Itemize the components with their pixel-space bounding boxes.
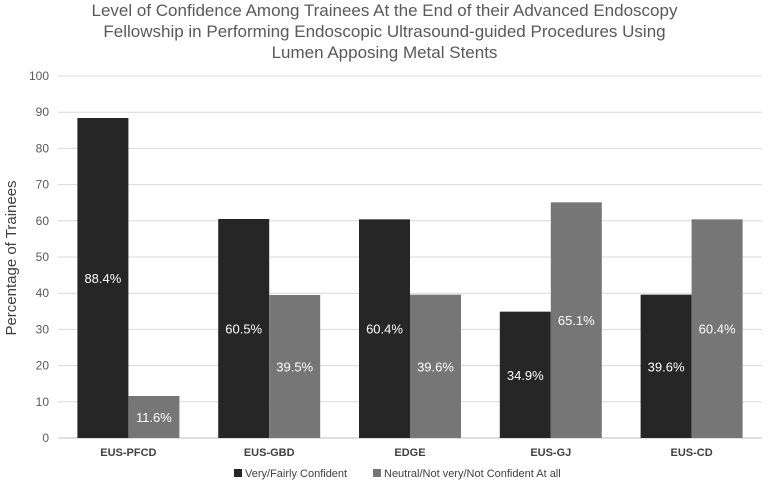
y-tick-label: 50 — [36, 250, 50, 264]
y-axis-label: Percentage of Trainees — [3, 180, 20, 335]
y-tick-label: 10 — [36, 395, 50, 409]
bar-data-label: 60.4% — [699, 322, 736, 337]
bar — [640, 294, 692, 438]
bar-data-label: 60.4% — [366, 322, 403, 337]
chart-title-line: Fellowship in Performing Endoscopic Ultr… — [103, 22, 666, 41]
legend-label: Very/Fairly Confident — [245, 468, 347, 480]
bar-data-label: 39.6% — [417, 359, 454, 374]
bar-data-label: 39.6% — [648, 359, 685, 374]
y-tick-label: 90 — [36, 105, 50, 119]
bar — [410, 294, 461, 438]
y-tick-label: 60 — [36, 214, 50, 228]
legend-swatch — [234, 469, 242, 477]
bar — [691, 219, 743, 438]
y-tick-label: 100 — [29, 69, 49, 83]
bar — [359, 219, 410, 438]
bar — [218, 218, 270, 438]
bar-data-label: 88.4% — [84, 271, 121, 286]
bar-data-label: 11.6% — [136, 410, 172, 425]
chart-title-line: Lumen Apposing Metal Stents — [271, 43, 498, 62]
legend-swatch — [373, 469, 381, 477]
chart-title: Level of Confidence Among Trainees At th… — [0, 0, 769, 63]
legend-item: Neutral/Not very/Not Confident At all — [373, 468, 561, 480]
x-axis-categories: EUS-PFCD EUS-GBD EDGE EUS-GJ EUS-CD — [100, 447, 712, 459]
legend-item: Very/Fairly Confident — [234, 468, 347, 480]
legend-label: Neutral/Not very/Not Confident At all — [384, 468, 561, 480]
bar-data-label: 39.5% — [276, 360, 313, 375]
y-tick-label: 40 — [36, 286, 50, 300]
bar-data-label: 34.9% — [507, 368, 544, 383]
bar-data-label: 60.5% — [225, 321, 262, 336]
bar — [269, 295, 321, 438]
bar — [499, 311, 551, 438]
chart-title-line: Level of Confidence Among Trainees At th… — [91, 1, 678, 20]
bar — [550, 202, 602, 438]
bar — [77, 117, 129, 438]
x-category-label: EDGE — [394, 447, 425, 459]
y-tick-label: 70 — [36, 178, 50, 192]
y-tick-label: 0 — [42, 431, 49, 445]
x-category-label: EUS-PFCD — [100, 447, 156, 459]
bar — [128, 396, 180, 438]
x-category-label: EUS-GJ — [530, 447, 571, 459]
bars: 88.4% 11.6% 60.5% 39.5% 60.4% 39.6% 34.9% 65.1%… — [77, 117, 743, 438]
x-category-label: EUS-CD — [671, 447, 713, 459]
y-tick-label: 80 — [36, 141, 50, 155]
bar-data-label: 65.1% — [558, 313, 595, 328]
legend: Very/Fairly Confident Neutral/Not very/No… — [234, 468, 561, 480]
y-axis-ticks: 0 10 20 30 40 50 60 70 80 90 100 — [29, 69, 49, 445]
y-tick-label: 30 — [36, 322, 50, 336]
x-category-label: EUS-GBD — [244, 447, 295, 459]
y-tick-label: 20 — [36, 359, 50, 373]
